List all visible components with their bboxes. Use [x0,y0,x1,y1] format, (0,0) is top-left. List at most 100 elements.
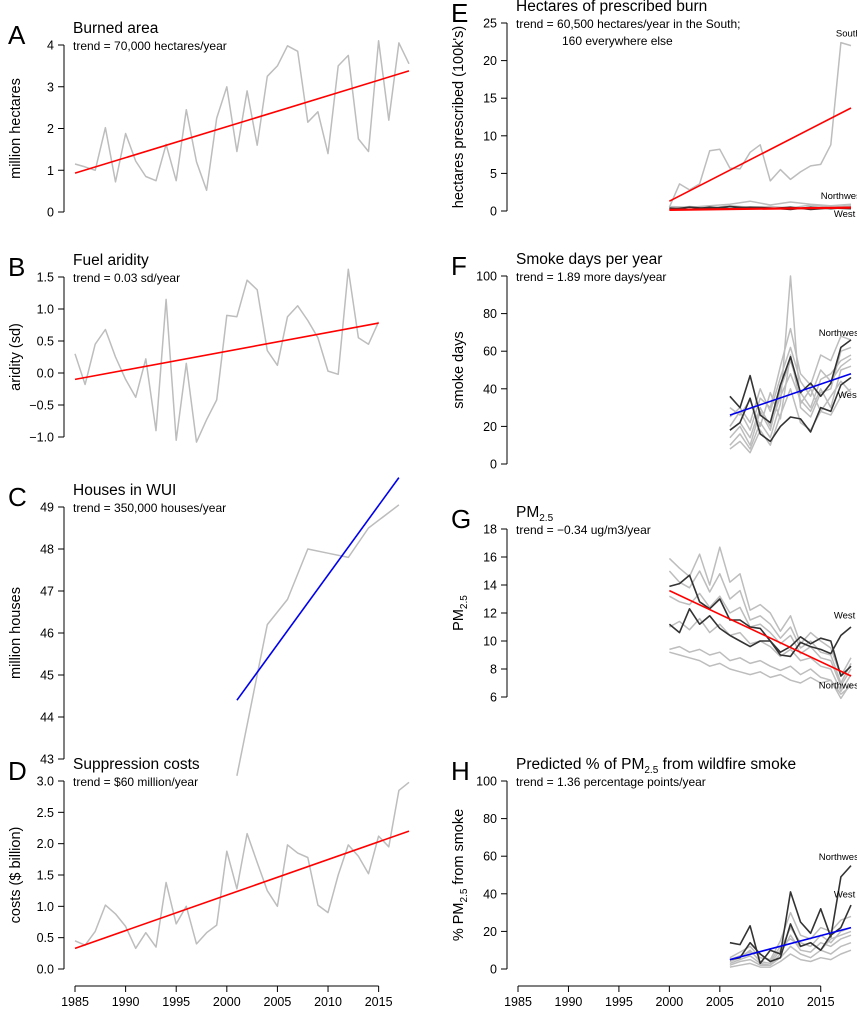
series-line-2 [729,354,852,446]
series-line-3 [729,275,852,450]
series-line-2 [669,200,852,208]
y-tick-label: 8 [490,663,497,677]
y-tick-label: 12 [483,607,497,621]
panel-f: F 0 20 40 60 80 100 smoke days Smoke days per ye… [451,251,857,472]
y-tick-label: 0 [490,963,497,977]
trend-line [74,830,410,950]
y-tick-label: −1.0 [29,431,54,445]
series-label: South [836,29,857,40]
y-tick-label: 5 [490,167,497,181]
panel-trend: trend = $60 million/year [73,775,198,789]
y-axis-label: aridity (sd) [8,323,24,391]
y-axis-label: % PM2.5 from smoke [451,809,470,941]
series-line-7 [729,365,852,439]
y-tick-label: 2.0 [37,837,54,851]
y-tick-label: 20 [483,54,497,68]
series-label: West [838,390,857,401]
x-tick-label: 2000 [655,995,683,1009]
y-tick-label: 2.5 [37,806,54,820]
panel-title: Fuel aridity [73,252,149,269]
series-line-5 [669,645,852,700]
panel-title: Smoke days per year [516,251,662,268]
y-tick-label: 20 [483,925,497,939]
panel-trend: trend = 1.89 more days/year [516,270,666,284]
series-line-1 [668,546,852,677]
y-tick-label: 100 [476,775,497,789]
x-tick-label: 1990 [555,995,583,1009]
y-tick-label: 1.0 [37,900,54,914]
y-tick-label: 3 [47,80,54,94]
x-tick-label: 1985 [61,995,89,1009]
series-label: West [834,890,856,901]
y-tick-label: 0.5 [37,335,54,349]
series-line-1 [729,911,852,961]
series-label: West [834,611,856,622]
y-tick-label: 48 [40,543,54,557]
y-tick-label: 44 [40,711,54,725]
y-tick-label: 45 [40,669,54,683]
panel-e: E 0 5 10 15 20 25 hectares prescribed (100k's) H… [451,0,857,220]
x-axis: 1985 1990 1995 2000 2005 2010 2015 [504,985,835,1009]
y-tick-label: 15 [483,92,497,106]
series-line-8 [729,339,852,424]
trend-line [669,589,852,677]
trend-line-2 [669,206,852,211]
y-axis-label: million houses [8,587,24,679]
y-tick-label: 0 [47,206,54,220]
panel-letter: G [451,504,471,534]
y-tick-label: 1.5 [37,869,54,883]
series-line-1 [236,504,400,776]
x-tick-label: 2005 [264,995,292,1009]
y-tick-label: 4 [47,39,54,53]
series-line-8 [729,904,852,963]
x-tick-label: 2010 [756,995,784,1009]
panel-trend: trend = 60,500 hectares/year in the Sout… [516,17,740,31]
series-label: Northwest [819,328,857,339]
trend-line [729,926,852,961]
series-line-3 [669,592,852,687]
x-tick-label: 1995 [605,995,633,1009]
y-tick-label: 10 [483,129,497,143]
x-tick-label: 2010 [314,995,342,1009]
y-tick-label: 20 [483,420,497,434]
series-label: West [834,209,856,220]
y-tick-label: 3.0 [37,775,54,789]
x-tick-label: 1995 [162,995,190,1009]
panel-trend: trend = −0.34 ug/m3/year [516,523,651,537]
y-tick-label: 0.0 [37,963,54,977]
y-axis-label: million hectares [8,78,24,179]
y-tick-label: 80 [483,307,497,321]
panel-title: Hectares of prescribed burn [516,0,707,15]
series-line-8 [668,607,852,658]
panel-b: B −1.0 −0.5 0.0 0.5 1.0 1.5 aridity (sd) Fuel ar… [8,252,380,445]
panel-letter: A [8,20,26,50]
panel-trend: trend = 0.03 sd/year [73,271,180,285]
y-tick-label: 1.5 [37,271,54,285]
series-line-2 [729,926,852,965]
panel-trend-2: 160 everywhere else [562,34,673,48]
y-tick-label: 0.5 [37,931,54,945]
series-line-1 [74,268,380,443]
panel-letter: D [8,756,27,786]
panel-title: PM2.5 [516,504,554,524]
y-tick-label: 49 [40,501,54,515]
x-tick-label: 2015 [807,995,835,1009]
x-tick-label: 2005 [706,995,734,1009]
x-tick-label: 1985 [504,995,532,1009]
panel-letter: H [451,756,470,786]
series-line-1 [74,40,410,192]
series-line-9 [729,376,852,443]
panel-a: A 0 1 2 3 4 million hectares Burned area trend =… [8,20,410,220]
y-tick-label: 2 [47,122,54,136]
y-tick-label: 0.0 [37,367,54,381]
series-line-1 [668,41,852,208]
panel-letter: F [451,251,467,281]
panel-letter: E [451,0,468,28]
series-line-4 [729,941,852,966]
series-line-7 [729,865,852,965]
y-axis-label: PM2.5 [451,595,470,631]
y-tick-label: 46 [40,627,54,641]
x-tick-label: 2000 [213,995,241,1009]
